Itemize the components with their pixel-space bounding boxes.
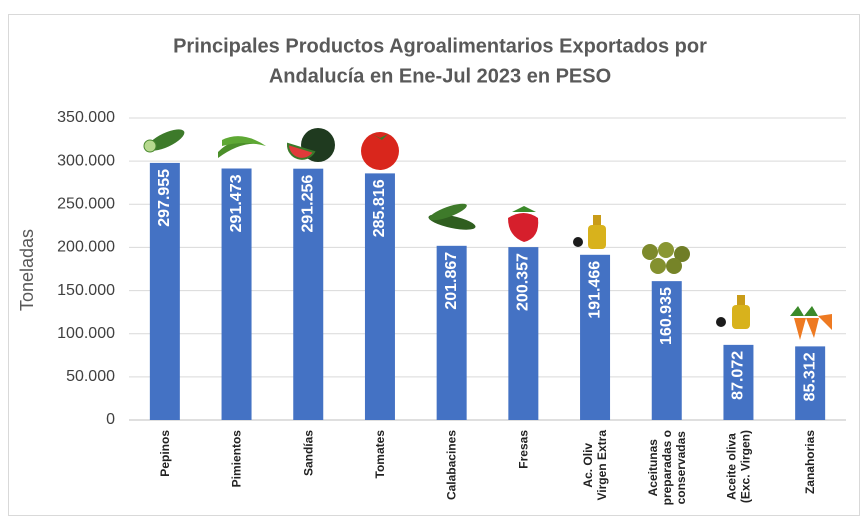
- x-tick-label: Zanahorias: [803, 430, 818, 495]
- icon: [737, 295, 745, 305]
- value-label: 160.935: [658, 287, 675, 345]
- icon: [222, 136, 266, 146]
- bar: [364, 173, 395, 420]
- x-tick-label: Pepinos: [157, 430, 172, 477]
- value-label: 85.312: [801, 352, 818, 401]
- x-tick-label: Calabacines: [444, 430, 459, 501]
- icon: [588, 225, 606, 249]
- icon: [286, 142, 316, 160]
- value-label: 297.955: [156, 169, 173, 227]
- icon: [658, 242, 674, 258]
- x-tick-label: Aceite oliva (Exc. Virgen): [724, 430, 753, 504]
- icon: [361, 132, 399, 170]
- chart-frame: [8, 14, 860, 516]
- value-label: 285.816: [371, 179, 388, 237]
- icon: [642, 244, 658, 260]
- icon: [573, 237, 583, 247]
- bar: [580, 254, 611, 420]
- icon: [732, 305, 750, 329]
- y-tick-label: 100.000: [57, 325, 115, 342]
- chart-title: Principales Productos Agroalimentarios E…: [173, 35, 707, 57]
- bar: [795, 346, 826, 420]
- x-tick-label: Sandías: [301, 430, 316, 477]
- icon: [508, 213, 539, 242]
- chart-title: Andalucía en Ene-Jul 2023 en PESO: [269, 65, 611, 87]
- value-label: 291.473: [228, 174, 245, 232]
- y-tick-label: 350.000: [57, 109, 115, 126]
- icon: [372, 134, 388, 140]
- icon: [794, 314, 832, 340]
- icon: [650, 258, 666, 274]
- icon: [429, 203, 467, 221]
- icon: [143, 139, 157, 153]
- y-tick-label: 0: [106, 411, 115, 428]
- y-tick-label: 200.000: [57, 239, 115, 256]
- product-icons: [143, 128, 832, 340]
- icon: [593, 215, 601, 225]
- value-label: 200.357: [515, 253, 532, 311]
- bar: [293, 168, 324, 420]
- x-tick-label: Pimientos: [229, 430, 244, 488]
- bar: [508, 247, 539, 420]
- y-tick-label: 250.000: [57, 196, 115, 213]
- bar: [149, 162, 180, 420]
- bar: [436, 245, 467, 420]
- x-tick-label: Aceitunas preparadas o conservadas: [645, 430, 688, 506]
- y-axis-title: Toneladas: [17, 229, 37, 311]
- icon: [716, 317, 726, 327]
- x-tick-label: Tomates: [372, 430, 387, 479]
- bar: [221, 168, 252, 420]
- value-label: 87.072: [730, 351, 747, 400]
- icon: [666, 258, 682, 274]
- icon: [674, 246, 690, 262]
- y-tick-label: 150.000: [57, 282, 115, 299]
- y-tick-label: 50.000: [66, 368, 115, 385]
- icon: [512, 206, 536, 212]
- value-label: 191.466: [586, 261, 603, 319]
- x-tick-label: Fresas: [516, 430, 531, 469]
- icon: [790, 306, 818, 316]
- value-label: 291.256: [299, 175, 316, 233]
- bar: [723, 344, 754, 420]
- icon: [147, 129, 185, 151]
- icon: [218, 140, 258, 158]
- x-tick-label: Ac. Oliv Virgen Extra: [581, 430, 610, 501]
- y-tick-label: 300.000: [57, 152, 115, 169]
- bar: [651, 281, 682, 420]
- value-label: 201.867: [443, 252, 460, 310]
